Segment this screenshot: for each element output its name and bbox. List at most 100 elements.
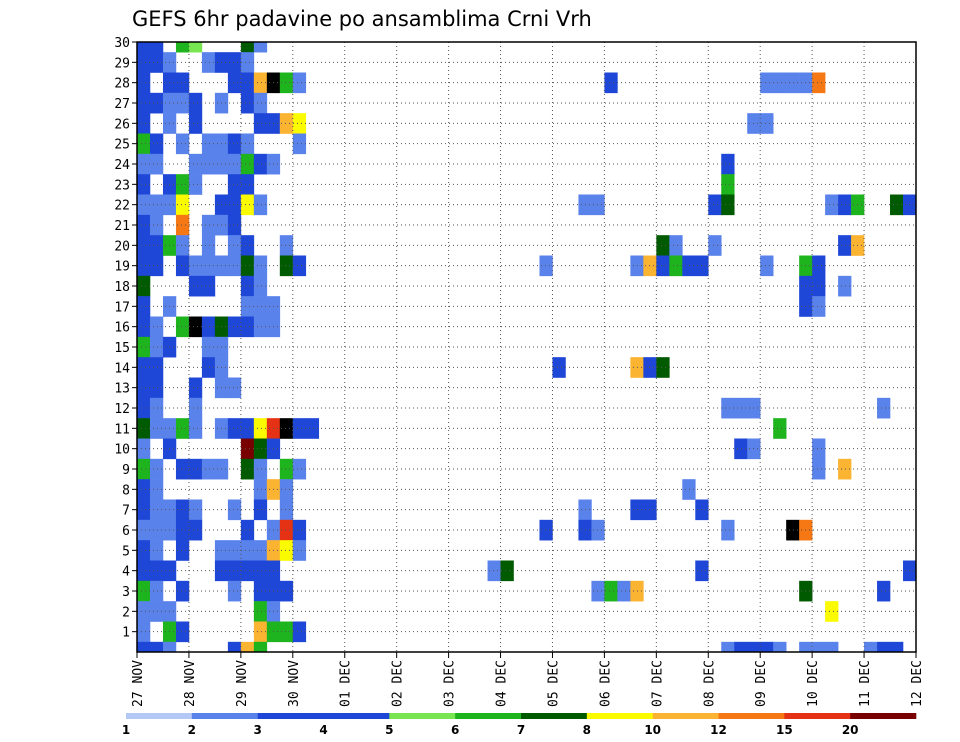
heatmap-cell [201,357,216,378]
heatmap-cell [760,72,774,94]
heatmap-cell [253,601,268,622]
heatmap-cell [149,214,164,236]
heatmap-cell [175,418,190,439]
x-tick-label: 08 DEC [702,660,717,707]
heatmap-cell [188,316,203,338]
heatmap-cell [188,42,203,53]
colorbar-swatch [521,713,588,719]
heatmap-cell [227,418,242,439]
heatmap-cell [292,255,307,277]
heatmap-cell [149,458,164,480]
heatmap-cell [137,601,151,622]
heatmap-cell [149,42,164,53]
heatmap-cell [669,255,683,277]
x-tick-label: 05 DEC [546,660,561,707]
heatmap-cell [812,72,826,94]
y-tick-label: 9 [122,463,130,478]
heatmap-cell [240,296,255,317]
y-tick-label: 20 [114,239,130,254]
heatmap-cell [279,580,294,602]
colorbar-swatch [389,713,456,719]
heatmap-cell [175,519,190,541]
heatmap-cell [253,194,268,216]
colorbar-label: 2 [188,723,196,737]
y-tick-label: 28 [114,77,130,92]
heatmap-cell [760,113,774,134]
heatmap-cell [279,72,294,94]
colorbar-label: 4 [319,723,327,737]
heatmap-cell [721,174,735,195]
heatmap-cell [799,641,813,653]
heatmap-cell [137,357,151,378]
heatmap-cell [812,641,826,653]
heatmap-cell [253,42,268,53]
heatmap-cell [175,255,190,277]
heatmap-cell [240,438,255,460]
x-tick-label: 11 DEC [858,660,873,707]
heatmap-cell [240,458,255,480]
heatmap-cell [240,153,255,175]
heatmap-cell [137,479,151,500]
heatmap-cell [279,519,294,541]
colorbar-label: 15 [776,723,793,737]
heatmap-cell [227,499,242,521]
heatmap-cell [747,641,761,653]
colorbar-label: 20 [842,723,859,737]
chart-title: GEFS 6hr padavine po ansamblima Crni Vrh [132,7,592,31]
axes: 1234567891011121314151617181920212223242… [114,36,925,707]
heatmap-cell [773,72,787,94]
y-tick-label: 30 [114,36,130,51]
heatmap-cell [877,397,891,419]
x-tick-label: 03 DEC [443,660,458,707]
heatmap-cell [279,418,294,439]
heatmap-cell [188,418,203,439]
heatmap-cell [175,92,190,114]
heatmap-cell [760,255,774,277]
heatmap-cell [137,194,151,216]
heatmap-cell [175,42,190,53]
heatmap-cell [240,174,255,195]
heatmap-cell [253,540,268,561]
heatmap-cell [279,621,294,643]
heatmap-cell [188,519,203,541]
heatmap-cell [149,357,164,378]
heatmap-cell [240,560,255,582]
heatmap-cell [227,540,242,561]
heatmap-cell [149,560,164,582]
heatmap-cell [227,133,242,155]
heatmap-cell [149,235,164,256]
heatmap-cell [227,235,242,256]
heatmap-cell [279,113,294,134]
heatmap-cell [812,458,826,480]
heatmap-cell [292,113,307,134]
x-tick-label: 28 NOV [183,660,198,707]
heatmap-cell [240,519,255,541]
colorbar-swatch [784,713,851,719]
heatmap-cell [188,275,203,297]
heatmap-cell [201,255,216,277]
colorbar-swatch [455,713,522,719]
heatmap-cell [253,499,268,521]
heatmap-cell [617,580,631,602]
colorbar-label: 3 [253,723,261,737]
heatmap-cell [240,255,255,277]
heatmap-cell [137,418,151,439]
y-tick-label: 8 [122,483,130,498]
heatmap-cell [201,458,216,480]
heatmap-cell [279,255,294,277]
heatmap-cell [240,133,255,155]
heatmap-cell [137,296,151,317]
heatmap-cell [175,316,190,338]
heatmap-cell [292,621,307,643]
heatmap-cell [137,377,151,399]
heatmap-cell [137,316,151,338]
heatmap-cell [539,519,553,541]
heatmap-cell [760,641,774,653]
colorbar-swatch [257,713,324,719]
heatmap-cell [149,133,164,155]
y-tick-label: 29 [114,56,130,71]
heatmap-cell [253,92,268,114]
heatmap-cell [656,235,670,256]
heatmap-cell [240,641,255,653]
heatmap-cell [812,255,826,277]
